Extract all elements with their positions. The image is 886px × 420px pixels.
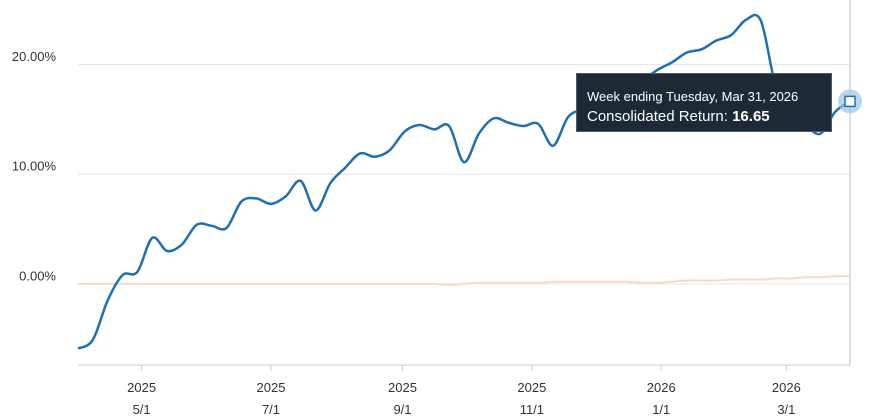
series-line [77,13,851,350]
tooltip-value: 16.65 [732,108,770,125]
tooltip: Week ending Tuesday, Mar 31, 2026 Consol… [576,73,832,132]
x-tick-label: 2025 9/1 [388,380,417,417]
x-tick-label: 2025 11/1 [517,380,547,417]
x-tick-label: 2025 7/1 [256,380,286,417]
x-tick-label: 2025 5/1 [127,380,157,417]
x-tick-label: 2026 1/1 [646,380,676,417]
series-line [78,275,851,286]
tooltip-label: Consolidated Return: [587,108,728,125]
hover-marker [844,95,856,108]
y-tick-label: 0.00% [19,268,56,283]
tooltip-title: Week ending Tuesday, Mar 31, 2026 [587,89,799,104]
x-tick-label: 2026 3/1 [771,380,801,417]
tooltip-body: Consolidated Return: 16.65 [587,106,831,128]
y-tick-label: 20.00% [12,49,57,64]
y-tick-label: 10.00% [12,159,57,174]
